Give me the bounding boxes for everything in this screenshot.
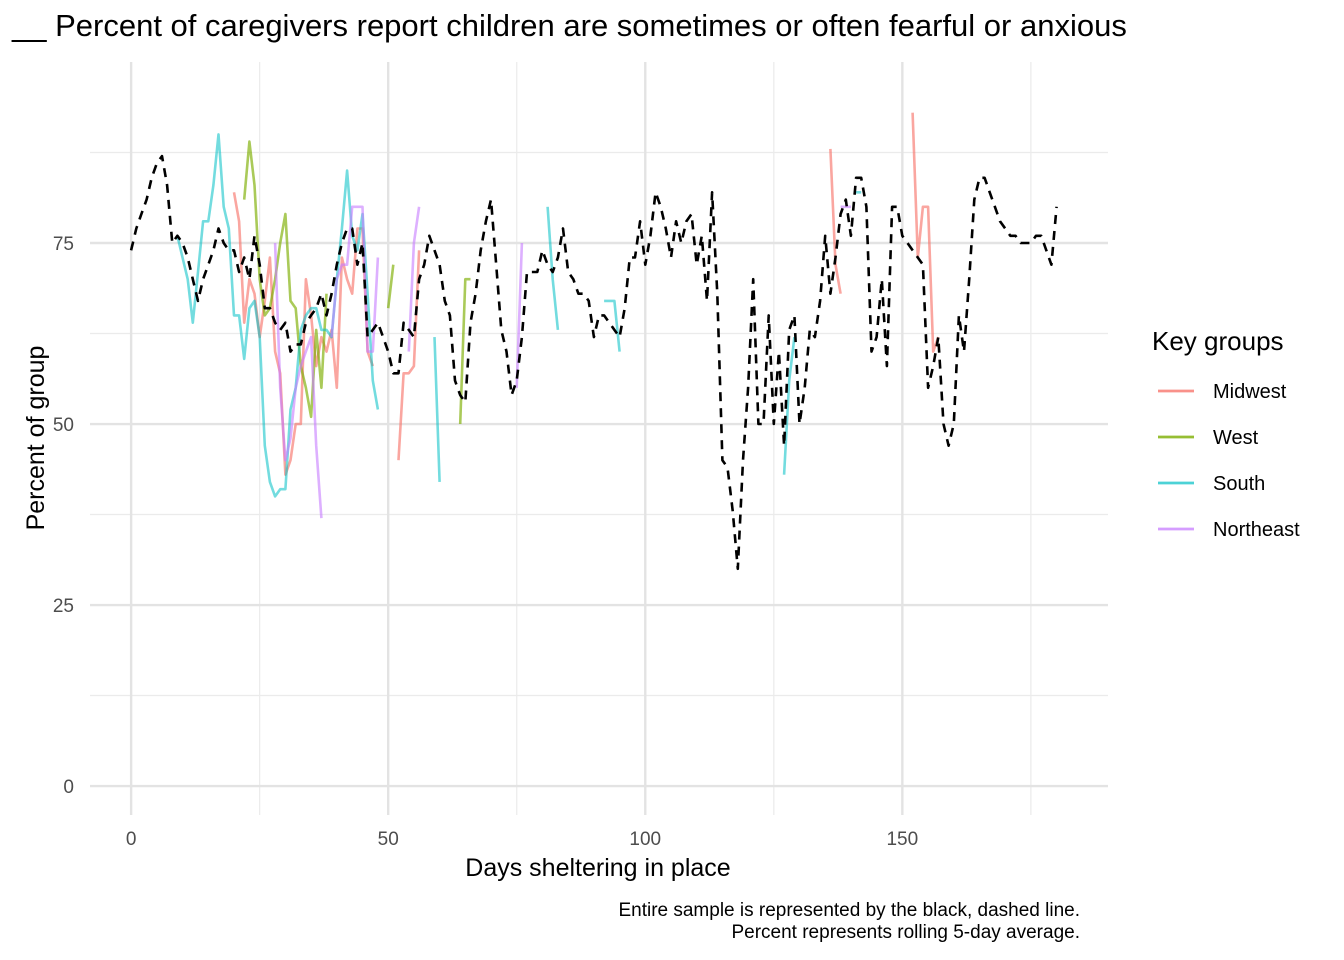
x-axis-title: Days sheltering in place — [465, 854, 730, 882]
legend-label-northeast: Northeast — [1213, 519, 1300, 541]
reference-line-entire-sample — [129, 154, 1058, 571]
legend-label-midwest: Midwest — [1213, 381, 1287, 403]
y-tick-labels: 0 25 50 75 — [53, 234, 74, 798]
series-line-midwest — [232, 112, 940, 476]
y-axis-title: Percent of group — [22, 346, 50, 531]
grid — [90, 62, 1108, 815]
legend-title: Key groups — [1152, 326, 1284, 356]
y-tick-label: 25 — [53, 596, 74, 617]
series-layer — [176, 112, 940, 519]
legend: Key groups Midwest West South Northeast — [1152, 326, 1300, 541]
reference-layer — [129, 154, 1058, 571]
legend-label-south: South — [1213, 473, 1265, 495]
caption-line-2: Percent represents rolling 5-day average… — [731, 922, 1080, 943]
y-tick-label: 50 — [53, 415, 74, 436]
y-tick-label: 0 — [63, 777, 74, 798]
x-tick-label: 50 — [378, 829, 399, 850]
series-line-south — [176, 133, 862, 498]
chart-title: __ Percent of caregivers report children… — [12, 8, 1127, 43]
x-tick-labels: 0 50 100 150 — [126, 829, 918, 850]
caption-line-1: Entire sample is represented by the blac… — [618, 900, 1080, 921]
x-tick-label: 150 — [886, 829, 918, 850]
legend-label-west: West — [1213, 427, 1259, 449]
y-tick-label: 75 — [53, 234, 74, 255]
series-line-northeast — [273, 205, 851, 519]
caption: Entire sample is represented by the blac… — [618, 900, 1080, 944]
x-tick-label: 0 — [126, 829, 137, 850]
legend-items: Midwest West South Northeast — [1158, 381, 1300, 541]
x-tick-label: 100 — [629, 829, 661, 850]
